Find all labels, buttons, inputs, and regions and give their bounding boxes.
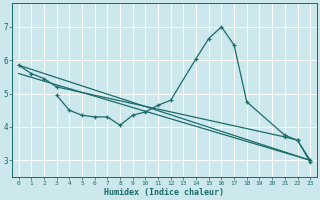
X-axis label: Humidex (Indice chaleur): Humidex (Indice chaleur) bbox=[104, 188, 224, 197]
